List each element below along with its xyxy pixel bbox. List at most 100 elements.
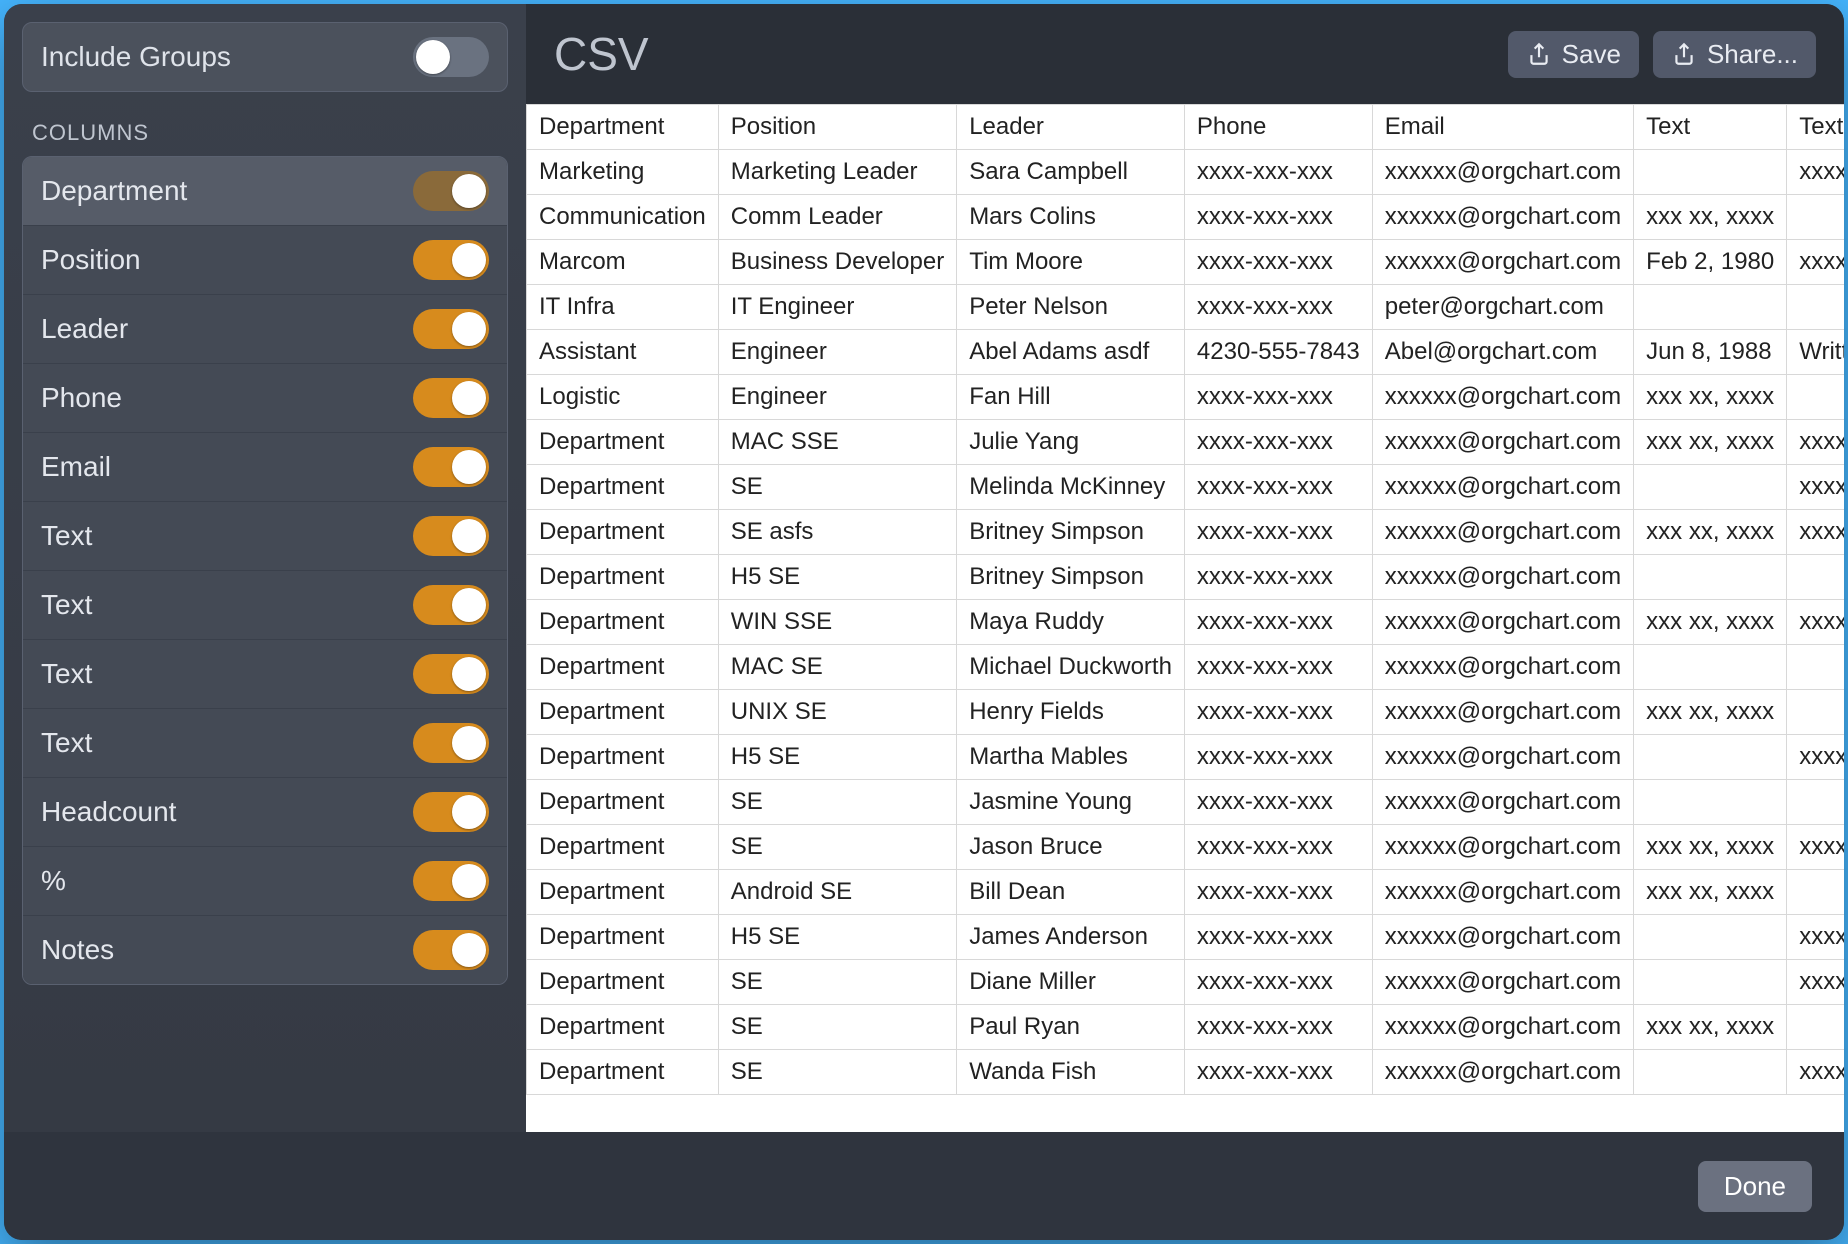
table-row[interactable]: IT InfraIT EngineerPeter Nelsonxxxx-xxx-…	[527, 285, 1845, 330]
share-button-label: Share...	[1707, 39, 1798, 70]
table-cell: xxx xx, xxxx	[1634, 825, 1787, 870]
table-row[interactable]: DepartmentWIN SSEMaya Ruddyxxxx-xxx-xxxx…	[527, 600, 1845, 645]
table-cell: xxx xx, xxxx	[1634, 1005, 1787, 1050]
table-row[interactable]: DepartmentAndroid SEBill Deanxxxx-xxx-xx…	[527, 870, 1845, 915]
table-cell	[1634, 465, 1787, 510]
table-row[interactable]: DepartmentSEWanda Fishxxxx-xxx-xxxxxxxxx…	[527, 1050, 1845, 1095]
column-row-label: Notes	[41, 934, 114, 966]
column-row[interactable]: Text	[23, 639, 507, 708]
table-row[interactable]: DepartmentMAC SSEJulie Yangxxxx-xxx-xxxx…	[527, 420, 1845, 465]
column-row[interactable]: Text	[23, 501, 507, 570]
table-row[interactable]: AssistantEngineerAbel Adams asdf4230-555…	[527, 330, 1845, 375]
table-cell	[1787, 780, 1844, 825]
column-row[interactable]: Notes	[23, 915, 507, 984]
table-cell: xxxxxx@orgchart.com	[1372, 780, 1633, 825]
table-cell: Abel Adams asdf	[957, 330, 1185, 375]
share-up-icon	[1671, 41, 1697, 67]
table-row[interactable]: DepartmentH5 SEBritney Simpsonxxxx-xxx-x…	[527, 555, 1845, 600]
table-row[interactable]: DepartmentSEJasmine Youngxxxx-xxx-xxxxxx…	[527, 780, 1845, 825]
table-header-cell[interactable]: Phone	[1184, 105, 1372, 150]
table-header-cell[interactable]: Text	[1634, 105, 1787, 150]
table-cell: xxxxxx@orgchart.com	[1372, 1005, 1633, 1050]
table-cell: xxxxxx@orgchart.com	[1372, 825, 1633, 870]
column-row[interactable]: Position	[23, 225, 507, 294]
table-row[interactable]: DepartmentSE asfsBritney Simpsonxxxx-xxx…	[527, 510, 1845, 555]
column-toggle[interactable]	[413, 792, 489, 832]
table-cell: Diane Miller	[957, 960, 1185, 1005]
column-row-label: Text	[41, 658, 92, 690]
column-row-label: Text	[41, 520, 92, 552]
column-toggle[interactable]	[413, 447, 489, 487]
column-row-label: Headcount	[41, 796, 176, 828]
table-header-cell[interactable]: Email	[1372, 105, 1633, 150]
save-button[interactable]: Save	[1508, 31, 1639, 78]
column-toggle[interactable]	[413, 930, 489, 970]
column-row[interactable]: Headcount	[23, 777, 507, 846]
table-cell: xxxx-xxx-xxx	[1184, 960, 1372, 1005]
table-cell: Department	[527, 600, 719, 645]
share-button[interactable]: Share...	[1653, 31, 1816, 78]
table-cell: SE	[718, 960, 956, 1005]
column-row[interactable]: Leader	[23, 294, 507, 363]
column-row[interactable]: Text	[23, 708, 507, 777]
column-toggle[interactable]	[413, 585, 489, 625]
table-cell: xxxxxxx, x	[1787, 150, 1844, 195]
done-button[interactable]: Done	[1698, 1161, 1812, 1212]
table-row[interactable]: DepartmentSEPaul Ryanxxxx-xxx-xxxxxxxxx@…	[527, 1005, 1845, 1050]
include-groups-row[interactable]: Include Groups	[22, 22, 508, 92]
table-cell: xxxxxx@orgchart.com	[1372, 1050, 1633, 1095]
column-toggle[interactable]	[413, 171, 489, 211]
footer: Done	[4, 1132, 1844, 1240]
table-row[interactable]: MarketingMarketing LeaderSara Campbellxx…	[527, 150, 1845, 195]
columns-section-label: COLUMNS	[32, 120, 508, 146]
column-toggle[interactable]	[413, 378, 489, 418]
table-cell: xxx xx, xxxx	[1634, 600, 1787, 645]
table-cell	[1787, 195, 1844, 240]
table-row[interactable]: DepartmentSEJason Brucexxxx-xxx-xxxxxxxx…	[527, 825, 1845, 870]
column-row[interactable]: Email	[23, 432, 507, 501]
table-cell: Communication	[527, 195, 719, 240]
table-header-cell[interactable]: Position	[718, 105, 956, 150]
table-row[interactable]: DepartmentH5 SEMartha Mablesxxxx-xxx-xxx…	[527, 735, 1845, 780]
table-row[interactable]: DepartmentMAC SEMichael Duckworthxxxx-xx…	[527, 645, 1845, 690]
table-row[interactable]: DepartmentH5 SEJames Andersonxxxx-xxx-xx…	[527, 915, 1845, 960]
column-toggle[interactable]	[413, 309, 489, 349]
table-cell: xxxx-xxx-xxx	[1184, 375, 1372, 420]
export-csv-window: Include Groups COLUMNS DepartmentPositio…	[4, 4, 1844, 1240]
column-toggle[interactable]	[413, 654, 489, 694]
table-cell: xxxxxx@orgchart.com	[1372, 870, 1633, 915]
column-row[interactable]: Department	[23, 157, 507, 225]
table-header-cell[interactable]: Leader	[957, 105, 1185, 150]
table-row[interactable]: DepartmentSEDiane Millerxxxx-xxx-xxxxxxx…	[527, 960, 1845, 1005]
table-cell: xxxx-xxx-xxx	[1184, 195, 1372, 240]
table-cell: SE	[718, 825, 956, 870]
table-row[interactable]: MarcomBusiness DeveloperTim Moorexxxx-xx…	[527, 240, 1845, 285]
table-cell: SE	[718, 1005, 956, 1050]
table-cell: UNIX SE	[718, 690, 956, 735]
table-cell: Peter Nelson	[957, 285, 1185, 330]
column-row-label: %	[41, 865, 66, 897]
table-cell: MAC SE	[718, 645, 956, 690]
column-toggle[interactable]	[413, 240, 489, 280]
column-toggle[interactable]	[413, 516, 489, 556]
table-cell	[1634, 780, 1787, 825]
column-row[interactable]: Text	[23, 570, 507, 639]
column-toggle[interactable]	[413, 723, 489, 763]
include-groups-toggle[interactable]	[413, 37, 489, 77]
table-cell: SE	[718, 1050, 956, 1095]
column-row[interactable]: %	[23, 846, 507, 915]
table-scroll[interactable]: DepartmentPositionLeaderPhoneEmailTextTe…	[526, 104, 1844, 1132]
table-row[interactable]: DepartmentSEMelinda McKinneyxxxx-xxx-xxx…	[527, 465, 1845, 510]
table-cell: WIN SSE	[718, 600, 956, 645]
table-row[interactable]: LogisticEngineerFan Hillxxxx-xxx-xxxxxxx…	[527, 375, 1845, 420]
table-cell: H5 SE	[718, 915, 956, 960]
table-header-cell[interactable]: Text	[1787, 105, 1844, 150]
table-row[interactable]: DepartmentUNIX SEHenry Fieldsxxxx-xxx-xx…	[527, 690, 1845, 735]
table-cell: xxxx-xxx-xxx	[1184, 555, 1372, 600]
table-cell: xxxxxx@orgchart.com	[1372, 960, 1633, 1005]
table-cell: Melinda McKinney	[957, 465, 1185, 510]
column-row[interactable]: Phone	[23, 363, 507, 432]
column-toggle[interactable]	[413, 861, 489, 901]
table-header-cell[interactable]: Department	[527, 105, 719, 150]
table-row[interactable]: CommunicationComm LeaderMars Colinsxxxx-…	[527, 195, 1845, 240]
